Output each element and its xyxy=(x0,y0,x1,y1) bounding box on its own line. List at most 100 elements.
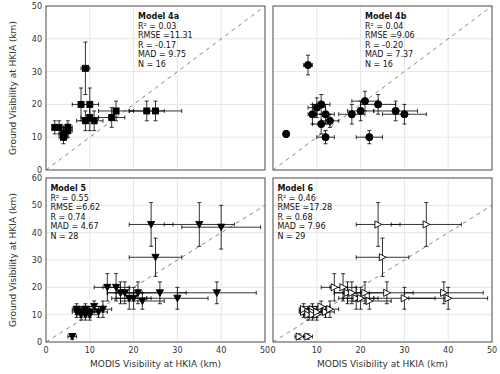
y-tick-label: 10 xyxy=(32,133,42,142)
plot-area xyxy=(273,6,492,170)
y-tick-label: 40 xyxy=(32,35,42,44)
y-error-bar xyxy=(66,121,70,134)
y-grid-line xyxy=(46,232,265,233)
point xyxy=(87,101,93,107)
x-tick-label: 10 xyxy=(85,346,95,355)
plot-frame xyxy=(273,178,492,342)
panel: 01020304050Model 4aR² = 0.03RMSE =11.31R… xyxy=(8,2,265,175)
x-error-bar xyxy=(57,125,61,129)
point xyxy=(304,61,311,68)
y-tick-label: 50 xyxy=(32,2,42,11)
reference-line xyxy=(46,205,265,342)
point xyxy=(379,254,386,261)
error-bars xyxy=(317,131,335,144)
annotation: RMSE =9.06 xyxy=(365,31,415,40)
plot-frame xyxy=(273,6,492,170)
point xyxy=(375,221,382,228)
error-bars xyxy=(304,334,313,339)
point xyxy=(305,333,312,340)
reference-line xyxy=(273,6,492,170)
annotation: MAD = 7.96 xyxy=(277,222,325,231)
point xyxy=(445,295,452,302)
point xyxy=(113,108,119,114)
error-bars xyxy=(356,131,382,144)
plot-frame xyxy=(46,6,265,170)
y-axis-label: Ground Visibility at HKIA (km) xyxy=(8,21,18,155)
annotation: R² = 0.03 xyxy=(138,22,176,31)
error-bars xyxy=(81,104,99,130)
point xyxy=(65,128,71,134)
error-bars xyxy=(391,203,461,247)
x-error-bar xyxy=(59,135,68,139)
error-bars xyxy=(64,121,73,134)
error-bars xyxy=(120,293,164,309)
panel: 010203040500102030405060Model 5R² = 0.55… xyxy=(8,174,270,369)
y-tick-label: 30 xyxy=(32,256,42,265)
point xyxy=(174,295,181,302)
error-bars xyxy=(164,203,234,247)
point xyxy=(69,334,76,341)
x-tick-label: 0 xyxy=(270,346,275,355)
point xyxy=(99,306,106,313)
marks xyxy=(273,6,492,170)
error-bars xyxy=(68,334,77,339)
x-tick-label: 40 xyxy=(216,346,226,355)
error-bars xyxy=(81,42,90,94)
point xyxy=(375,101,382,108)
y-tick-label: 50 xyxy=(32,201,42,210)
y-tick-label: 60 xyxy=(32,174,42,183)
annotation: R = -0.17 xyxy=(138,41,176,50)
error-bars xyxy=(177,282,256,304)
annotation: N = 16 xyxy=(138,60,166,69)
point xyxy=(91,118,97,124)
annotation: RMSE =17.28 xyxy=(277,203,332,212)
point xyxy=(366,297,373,304)
point xyxy=(331,284,338,291)
point xyxy=(366,134,373,141)
point xyxy=(401,111,408,118)
point xyxy=(322,134,329,141)
error-bars xyxy=(116,287,151,309)
plot-area xyxy=(46,178,265,342)
point xyxy=(153,108,159,114)
point xyxy=(144,108,150,114)
x-tick-label: 0 xyxy=(43,346,48,355)
x-tick-label: 10 xyxy=(312,346,322,355)
annotation: R² = 0.55 xyxy=(50,194,88,203)
reference-line xyxy=(46,6,265,170)
x-error-bar xyxy=(129,109,182,113)
annotation: N = 28 xyxy=(50,232,78,241)
point xyxy=(309,111,316,118)
figure: 01020304050Model 4aR² = 0.03RMSE =11.31R… xyxy=(0,0,500,374)
point xyxy=(318,120,325,127)
point xyxy=(322,111,329,118)
annotation: MAD = 4.67 xyxy=(50,222,98,231)
error-bars xyxy=(85,111,103,131)
point xyxy=(152,254,159,261)
x-axis-label: MODIS Visibility at HKIA (km) xyxy=(317,359,448,369)
annotation: R = 0.74 xyxy=(50,213,85,222)
point xyxy=(423,221,430,228)
point xyxy=(213,290,220,297)
x-tick-label: 50 xyxy=(260,346,270,355)
plot-area xyxy=(273,178,492,342)
x-tick-label: 50 xyxy=(487,346,497,355)
annotation: RMSE =6.62 xyxy=(50,203,100,212)
panel-title: Model 4a xyxy=(138,12,179,21)
y-tick-label: 20 xyxy=(32,100,42,109)
point xyxy=(283,130,290,137)
error-bars xyxy=(356,238,409,276)
error-bars xyxy=(343,287,378,309)
error-bars xyxy=(94,274,120,301)
y-tick-label: 30 xyxy=(32,68,42,77)
error-bars xyxy=(304,55,313,75)
error-bars xyxy=(321,301,339,317)
point xyxy=(401,295,408,302)
point xyxy=(348,111,355,118)
x-tick-label: 20 xyxy=(356,346,366,355)
annotation: N = 16 xyxy=(365,60,393,69)
x-tick-label: 40 xyxy=(443,346,453,355)
y-grid-line xyxy=(46,71,265,72)
x-axis-label: MODIS Visibility at HKIA (km) xyxy=(90,359,221,369)
annotation: R² = 0.46 xyxy=(277,194,315,203)
